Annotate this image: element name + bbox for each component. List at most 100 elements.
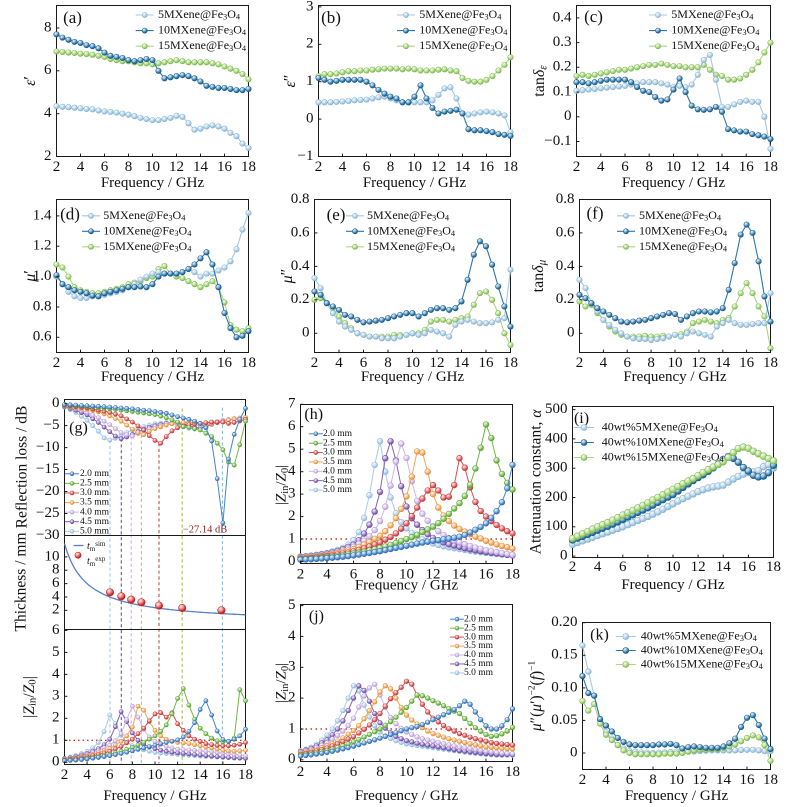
svg-text:2.5 mm: 2.5 mm (80, 479, 110, 489)
svg-text:10: 10 (666, 159, 681, 175)
svg-text:Frequency / GHz: Frequency / GHz (622, 175, 726, 191)
svg-text:14: 14 (716, 559, 732, 575)
svg-text:0.4: 0.4 (556, 258, 575, 274)
svg-text:2.5 mm: 2.5 mm (464, 623, 494, 633)
svg-text:(i): (i) (574, 410, 589, 427)
svg-text:14: 14 (715, 355, 731, 371)
svg-text:8: 8 (376, 566, 384, 582)
svg-text:12: 12 (691, 355, 706, 371)
svg-text:1: 1 (288, 530, 296, 546)
svg-text:4: 4 (323, 566, 331, 582)
svg-text:Frequency / GHz: Frequency / GHz (363, 175, 467, 191)
svg-text:40wt%10MXene@Fe3O4: 40wt%10MXene@Fe3O4 (602, 434, 725, 449)
svg-text:12: 12 (169, 355, 184, 371)
svg-text:0: 0 (288, 751, 296, 767)
svg-text:16: 16 (217, 159, 233, 175)
svg-text:10: 10 (405, 355, 420, 371)
svg-text:8: 8 (125, 355, 133, 371)
svg-text:0.15: 0.15 (551, 647, 577, 663)
svg-text:tanδε: tanδε (531, 65, 549, 97)
svg-text:2: 2 (306, 36, 314, 52)
svg-text:tanδμ: tanδμ (530, 259, 548, 292)
svg-text:3.5 mm: 3.5 mm (464, 641, 494, 651)
svg-text:14: 14 (193, 767, 209, 783)
svg-text:10MXene@Fe3O4: 10MXene@Fe3O4 (419, 22, 508, 37)
svg-text:2: 2 (53, 159, 61, 175)
svg-text:0: 0 (570, 744, 578, 760)
svg-text:4: 4 (77, 355, 85, 371)
svg-text:4: 4 (323, 764, 331, 780)
svg-text:18: 18 (241, 355, 256, 371)
svg-text:10MXene@Fe3O4: 10MXene@Fe3O4 (367, 223, 456, 238)
svg-text:0: 0 (564, 108, 572, 124)
svg-text:Frequency / GHz: Frequency / GHz (355, 577, 459, 593)
svg-text:6: 6 (44, 62, 52, 78)
svg-text:12: 12 (693, 772, 708, 788)
svg-text:40wt%10MXene@Fe3O4: 40wt%10MXene@Fe3O4 (641, 642, 764, 657)
svg-text:18: 18 (238, 767, 253, 783)
svg-text:3.5 mm: 3.5 mm (80, 498, 110, 508)
svg-text:5MXene@Fe3O4: 5MXene@Fe3O4 (103, 208, 186, 223)
svg-text:10: 10 (145, 159, 160, 175)
svg-text:8: 8 (647, 355, 655, 371)
svg-text:10MXene@Fe3O4: 10MXene@Fe3O4 (639, 223, 728, 238)
svg-text:10: 10 (407, 159, 422, 175)
svg-text:|Zin/Z0|: |Zin/Z0| (21, 676, 39, 718)
svg-text:4.5 mm: 4.5 mm (323, 476, 353, 486)
svg-text:16: 16 (479, 764, 495, 780)
svg-text:5.0 mm: 5.0 mm (323, 485, 353, 495)
svg-text:4: 4 (52, 588, 60, 604)
svg-text:6: 6 (623, 355, 631, 371)
svg-text:10: 10 (669, 772, 684, 788)
svg-text:|Zin/Z0|: |Zin/Z0| (274, 663, 291, 703)
svg-text:3: 3 (288, 659, 296, 675)
svg-text:18: 18 (503, 159, 518, 175)
svg-text:3.0 mm: 3.0 mm (464, 632, 494, 642)
svg-text:2: 2 (53, 355, 61, 371)
svg-text:0: 0 (567, 325, 575, 341)
svg-text:0: 0 (560, 548, 568, 564)
svg-text:16: 16 (740, 772, 756, 788)
svg-text:2: 2 (573, 159, 581, 175)
svg-text:5MXene@Fe3O4: 5MXene@Fe3O4 (419, 7, 502, 22)
svg-text:12: 12 (430, 355, 445, 371)
svg-text:40wt%5MXene@Fe3O4: 40wt%5MXene@Fe3O4 (602, 419, 719, 434)
svg-text:Frequency / GHz: Frequency / GHz (623, 369, 727, 385)
svg-text:μ″: μ″ (279, 269, 296, 285)
svg-text:3.5 mm: 3.5 mm (323, 457, 353, 467)
svg-text:5MXene@Fe3O4: 5MXene@Fe3O4 (158, 7, 241, 22)
svg-text:2: 2 (44, 148, 52, 164)
svg-text:2: 2 (52, 710, 60, 726)
svg-text:(a): (a) (63, 8, 82, 27)
svg-text:14: 14 (455, 159, 471, 175)
svg-text:6: 6 (101, 355, 109, 371)
svg-text:14: 14 (452, 566, 468, 582)
svg-text:μ′: μ′ (22, 270, 39, 283)
svg-text:4: 4 (83, 767, 91, 783)
svg-text:40wt%5MXene@Fe3O4: 40wt%5MXene@Fe3O4 (641, 628, 758, 643)
svg-text:12: 12 (431, 159, 446, 175)
svg-text:Frequency / GHz: Frequency / GHz (103, 788, 207, 804)
svg-text:16: 16 (217, 355, 233, 371)
svg-text:40wt%15MXene@Fe3O4: 40wt%15MXene@Fe3O4 (602, 449, 725, 464)
svg-text:4: 4 (597, 159, 605, 175)
svg-text:16: 16 (479, 355, 495, 371)
svg-text:8: 8 (649, 772, 657, 788)
svg-text:0.20: 0.20 (551, 614, 577, 630)
svg-text:5.0 mm: 5.0 mm (80, 526, 110, 536)
svg-text:12: 12 (169, 159, 184, 175)
svg-text:12: 12 (426, 566, 441, 582)
svg-text:(h): (h) (304, 406, 323, 423)
svg-text:15MXene@Fe3O4: 15MXene@Fe3O4 (671, 38, 760, 53)
svg-text:tmsim: tmsim (87, 540, 106, 553)
svg-text:0.2: 0.2 (291, 291, 310, 307)
svg-text:3: 3 (288, 486, 296, 502)
svg-text:2: 2 (569, 559, 577, 575)
svg-text:15MXene@Fe3O4: 15MXene@Fe3O4 (639, 239, 728, 254)
svg-text:18: 18 (763, 355, 778, 371)
svg-text:(f): (f) (587, 203, 604, 222)
svg-text:15MXene@Fe3O4: 15MXene@Fe3O4 (419, 38, 508, 53)
svg-text:3: 3 (306, 0, 314, 14)
svg-text:−0.1: −0.1 (544, 133, 571, 149)
svg-text:15MXene@Fe3O4: 15MXene@Fe3O4 (367, 239, 456, 254)
